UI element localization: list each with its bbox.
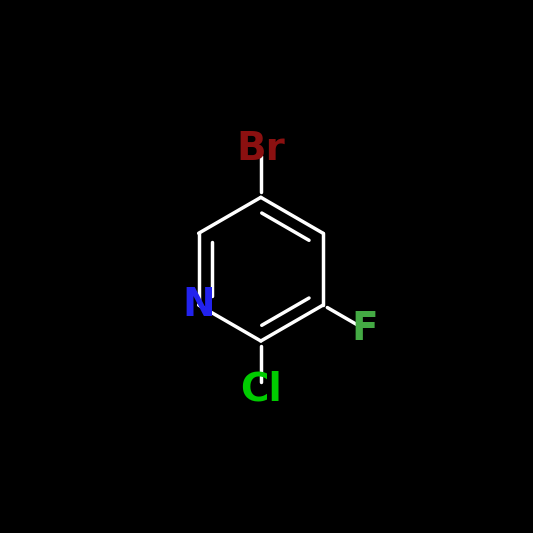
Text: Br: Br (237, 130, 285, 168)
Text: Cl: Cl (240, 370, 282, 408)
Text: N: N (182, 286, 215, 324)
Text: F: F (352, 310, 378, 348)
